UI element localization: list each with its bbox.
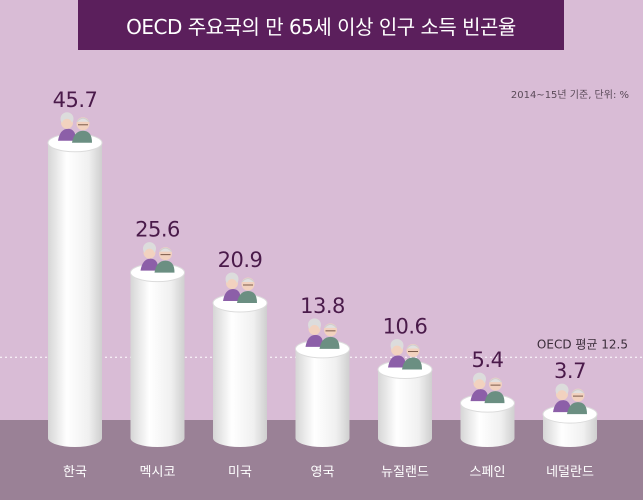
bar-body	[460, 403, 515, 447]
bar-멕시코: 25.6 멕시코	[130, 218, 185, 480]
chart-title: OECD 주요국의 만 65세 이상 인구 소득 빈곤율	[78, 0, 564, 50]
elderly-couple-icon	[58, 112, 92, 143]
value-label: 13.8	[300, 294, 345, 318]
category-label: 멕시코	[140, 465, 176, 480]
bar-스페인: 5.4 스페인	[460, 348, 515, 480]
category-label: 한국	[63, 465, 87, 480]
category-label: 스페인	[470, 465, 506, 480]
bar-body	[378, 369, 432, 447]
value-label: 5.4	[472, 348, 504, 372]
elderly-couple-icon	[388, 339, 422, 370]
elderly-couple-icon	[553, 383, 587, 415]
value-label: 25.6	[135, 218, 180, 242]
bar-body	[213, 302, 267, 447]
bar-네덜란드: 3.7 네덜란드	[542, 359, 598, 480]
bar-미국: 20.9 미국	[212, 248, 268, 480]
oecd-average-label: OECD 평균 12.5	[537, 337, 628, 351]
category-label: 영국	[311, 465, 335, 480]
bar-body	[295, 348, 350, 447]
category-label: 네덜란드	[546, 465, 594, 480]
chart-note: 2014~15년 기준, 단위: %	[510, 90, 629, 101]
bar-뉴질랜드: 10.6 뉴질랜드	[377, 315, 433, 480]
elderly-couple-icon	[140, 242, 175, 273]
bar-body	[130, 272, 185, 447]
category-label: 뉴질랜드	[381, 465, 429, 480]
bar-body	[48, 142, 102, 447]
category-label: 미국	[228, 465, 252, 480]
elderly-couple-icon	[305, 318, 340, 349]
bar-영국: 13.8 영국	[295, 294, 350, 480]
elderly-couple-icon	[223, 272, 257, 303]
value-label: 45.7	[53, 88, 98, 112]
bar-한국: 45.7 한국	[47, 88, 103, 480]
elderly-couple-icon	[470, 372, 505, 404]
value-label: 10.6	[383, 315, 428, 339]
value-label: 20.9	[218, 248, 263, 272]
value-label: 3.7	[554, 359, 586, 383]
